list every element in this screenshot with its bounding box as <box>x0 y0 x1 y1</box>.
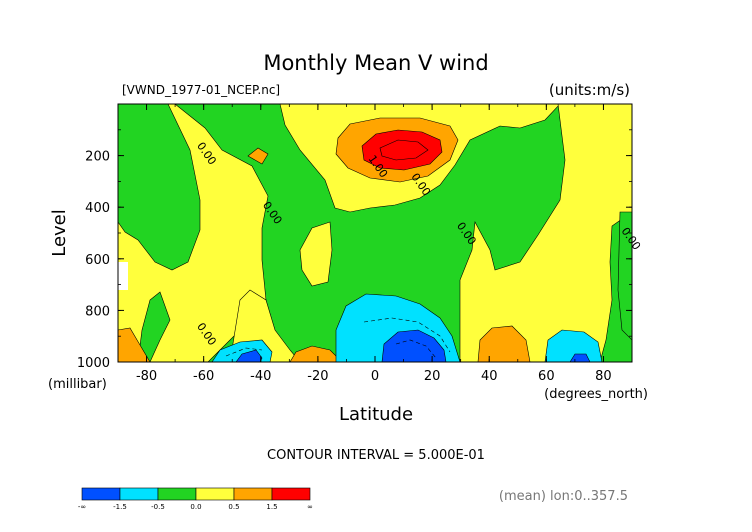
region-orange-low-left <box>118 327 151 362</box>
region-orange-small <box>247 147 269 165</box>
y-tick-label: 400 <box>85 201 110 216</box>
colorbar-swatch <box>195 487 235 501</box>
x-tick-label: -20 <box>307 369 328 384</box>
region-yellow-mid <box>299 221 333 287</box>
colorbar-swatch <box>157 487 197 501</box>
x-tick-label: 40 <box>481 369 498 384</box>
region-yellow-right <box>459 104 632 362</box>
region-orange-low-mid <box>289 345 343 362</box>
mean-note: (mean) lon:0..357.5 <box>499 489 628 504</box>
region-green-left-low <box>137 291 171 362</box>
y-axis-label: Level <box>49 209 70 257</box>
region-red-core-line <box>379 139 429 161</box>
colorbar-label: -1.5 <box>113 503 127 511</box>
y-tick-label: 1000 <box>77 356 110 371</box>
x-axis-unit: (degrees_north) <box>544 387 648 402</box>
region-orange-low-right <box>477 325 531 362</box>
region-blue-center <box>381 329 447 362</box>
region-red-jet <box>361 129 443 171</box>
colorbar-swatch <box>81 487 121 501</box>
contour-interval: CONTOUR INTERVAL = 5.000E-01 <box>267 448 485 463</box>
colorbar-label: ∞ <box>307 503 313 511</box>
x-tick-label: -60 <box>193 369 214 384</box>
x-tick-label: -80 <box>136 369 157 384</box>
missing-data-patch <box>118 262 128 290</box>
y-tick-label: 600 <box>85 253 110 268</box>
colorbar-label: 0.5 <box>228 503 239 511</box>
x-tick-label: -40 <box>250 369 271 384</box>
region-cyan-right <box>544 329 603 362</box>
colorbar-label: -∞ <box>78 503 86 511</box>
region-green-left <box>118 104 201 271</box>
x-axis: -80 -60 -40 -20 0 20 40 60 80 <box>117 104 633 384</box>
colorbar-label: 0.0 <box>190 503 201 511</box>
x-tick-label: 20 <box>424 369 441 384</box>
y-axis-unit: (millibar) <box>48 377 107 392</box>
file-label: [VWND_1977-01_NCEP.nc] <box>122 83 280 97</box>
colorbar-swatch <box>233 487 273 501</box>
y-axis: 200 400 600 800 1000 <box>77 129 632 371</box>
region-green-right-strip <box>617 211 632 341</box>
colorbar-swatch <box>271 487 311 501</box>
x-tick-label: 0 <box>371 369 379 384</box>
contour-dashed-2 <box>395 339 437 359</box>
contour-dashed-3 <box>225 347 263 357</box>
x-axis-label: Latitude <box>339 404 413 425</box>
region-blue-left <box>235 349 263 362</box>
contour-field <box>118 104 632 362</box>
y-tick-label: 800 <box>85 304 110 319</box>
colorbar-label: -0.5 <box>151 503 165 511</box>
contour-dashed-1 <box>363 317 451 353</box>
chart-title: Monthly Mean V wind <box>263 51 488 75</box>
x-tick-label: 80 <box>595 369 612 384</box>
y-tick-label: 200 <box>85 150 110 165</box>
colorbar: -∞ -1.5 -0.5 0.0 0.5 1.5 ∞ <box>78 487 313 511</box>
x-tick-label: 60 <box>538 369 555 384</box>
units-label: (units:m/s) <box>549 81 630 99</box>
colorbar-label: 1.5 <box>266 503 277 511</box>
colorbar-swatch <box>119 487 159 501</box>
